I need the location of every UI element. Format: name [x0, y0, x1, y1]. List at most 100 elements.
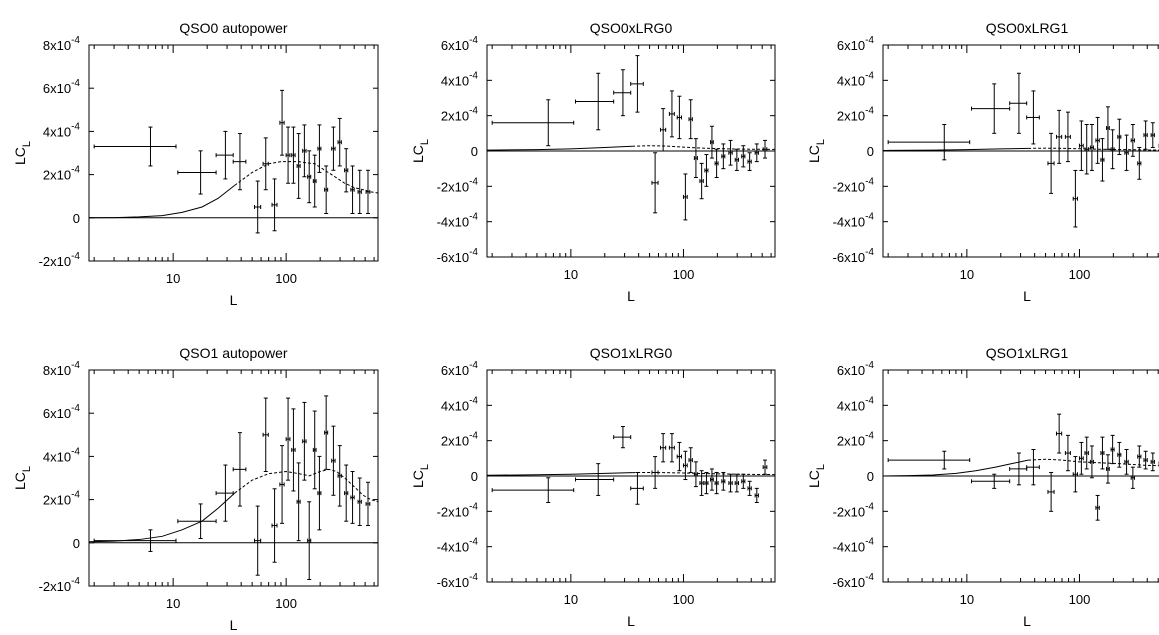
y-tick-label: 4x10-4	[43, 121, 81, 139]
data-point	[344, 464, 349, 522]
data-point	[1130, 466, 1135, 489]
data-point	[668, 90, 675, 138]
data-point	[1026, 449, 1040, 486]
y-tick-label: 4x10-4	[441, 70, 479, 88]
data-point	[307, 501, 312, 581]
panel-3: QSO1 autopower -2x10-4 0 2x10-4 4x10-4 6x10-4…	[12, 345, 379, 633]
x-tick-label: 100	[1069, 267, 1091, 282]
data-point	[491, 477, 575, 503]
y-tick-label: 6x10-4	[837, 360, 875, 378]
data-point	[1072, 169, 1078, 228]
data-point	[693, 461, 698, 488]
data-point	[350, 471, 355, 524]
y-tick-label: 4x10-4	[837, 70, 875, 88]
plot-content	[487, 55, 775, 221]
data-point	[357, 169, 362, 214]
data-point	[291, 408, 296, 492]
data-point	[688, 447, 693, 473]
data-point	[1143, 450, 1148, 470]
x-tick-label: 100	[275, 271, 297, 286]
data-point	[1137, 445, 1142, 468]
data-point	[971, 83, 1011, 134]
y-tick-label: -6x10-4	[437, 572, 479, 590]
y-tick-label: 6x10-4	[441, 360, 479, 378]
data-point	[285, 397, 291, 481]
data-point	[279, 89, 285, 156]
data-point	[271, 178, 278, 232]
data-point	[659, 108, 667, 152]
x-tick-label: 10	[166, 596, 180, 611]
data-point	[682, 173, 688, 221]
data-point	[1095, 116, 1100, 164]
x-axis-label: L	[627, 288, 635, 304]
data-point	[1009, 452, 1028, 486]
x-axis-label: L	[230, 292, 238, 308]
data-point	[357, 477, 362, 527]
data-point	[630, 55, 644, 113]
y-tick-label: 6x10-4	[837, 35, 875, 53]
data-point	[741, 473, 746, 489]
y-tick-label: -6x10-4	[833, 247, 875, 265]
y-tick-label: 4x10-4	[43, 446, 81, 464]
data-point	[1100, 436, 1105, 470]
data-point	[704, 471, 709, 495]
data-point	[676, 95, 682, 140]
data-point	[613, 426, 632, 449]
data-point	[232, 432, 247, 507]
model-curve-dashed	[1028, 147, 1159, 151]
chart-title: QSO1xLRG1	[986, 345, 1069, 361]
y-tick-label: 4x10-4	[441, 395, 479, 413]
y-axis-label: LCL	[806, 139, 827, 163]
plot-content	[89, 89, 378, 234]
model-curve	[883, 459, 1029, 477]
y-tick-label: 6x10-4	[441, 35, 479, 53]
y-axis-label: LCL	[410, 464, 431, 488]
data-point	[1078, 120, 1084, 171]
x-tick-label: 10	[564, 267, 578, 282]
data-point	[1137, 146, 1142, 180]
chart-title: QSO0xLRG1	[986, 20, 1069, 36]
x-tick-label: 100	[673, 592, 695, 607]
data-point	[709, 468, 714, 491]
data-point	[762, 459, 768, 475]
data-point	[296, 462, 301, 542]
chart-title: QSO0 autopower	[179, 20, 288, 36]
x-tick-label: 10	[960, 267, 974, 282]
data-point	[312, 410, 317, 490]
data-point	[324, 395, 329, 470]
data-point	[232, 133, 247, 191]
data-point	[1143, 120, 1148, 150]
data-point	[887, 124, 971, 161]
y-tick-label: -2x10-4	[39, 576, 81, 594]
data-point	[575, 463, 615, 496]
data-point	[317, 124, 322, 173]
data-point	[1089, 124, 1094, 171]
data-point	[693, 138, 698, 178]
data-point	[728, 473, 733, 493]
y-tick-label: -4x10-4	[833, 537, 875, 555]
data-point	[575, 72, 615, 131]
x-tick-label: 10	[166, 271, 180, 286]
data-point	[754, 487, 759, 503]
y-tick-label: 0	[867, 469, 874, 484]
y-tick-label: 2x10-4	[43, 165, 81, 183]
data-point	[1055, 109, 1063, 164]
data-point	[331, 126, 336, 171]
data-point	[1110, 434, 1115, 465]
data-point	[177, 503, 217, 539]
y-tick-label: -2x10-4	[437, 501, 479, 519]
y-tick-label: -4x10-4	[833, 212, 875, 230]
data-point	[93, 126, 177, 167]
data-point	[1084, 124, 1089, 175]
panel-2: QSO0xLRG1 -6x10-4 -4x10-4 -2x10-4 0 2x10-4 4x1…	[806, 20, 1159, 304]
y-tick-label: -4x10-4	[437, 212, 479, 230]
model-curve-dashed	[234, 161, 378, 194]
y-tick-label: 2x10-4	[837, 106, 875, 124]
y-tick-label: -2x10-4	[833, 176, 875, 194]
y-tick-label: 0	[471, 469, 478, 484]
y-tick-label: 2x10-4	[441, 431, 479, 449]
model-curve	[89, 492, 235, 543]
model-curve	[487, 472, 633, 476]
data-point	[734, 473, 739, 493]
chart-title: QSO1xLRG0	[590, 345, 673, 361]
